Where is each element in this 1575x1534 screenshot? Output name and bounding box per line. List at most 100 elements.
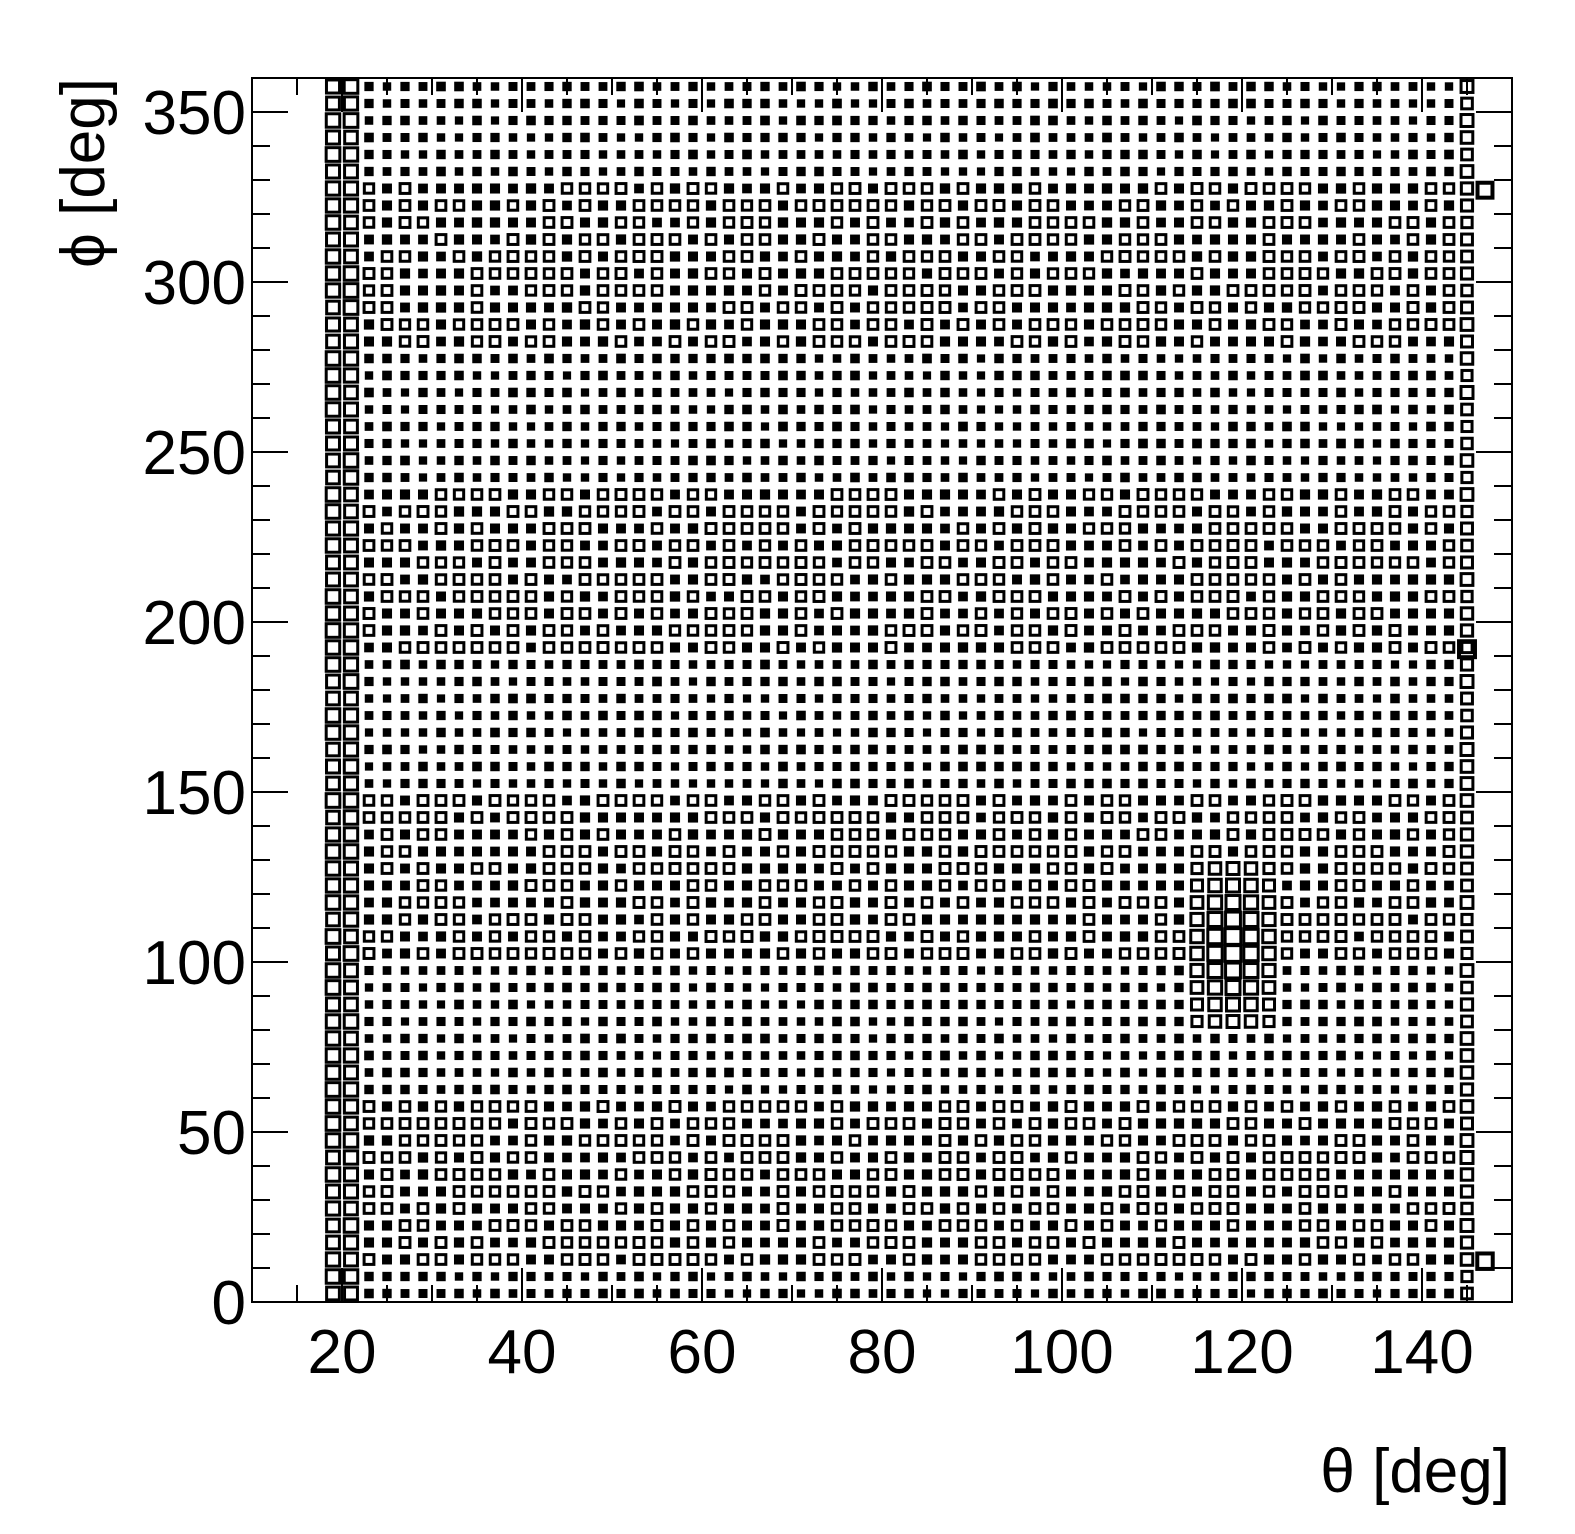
histogram-box bbox=[1120, 404, 1130, 415]
histogram-box bbox=[1225, 1014, 1241, 1029]
histogram-box bbox=[1262, 624, 1276, 637]
histogram-box bbox=[506, 1151, 520, 1164]
histogram-box bbox=[1030, 167, 1040, 176]
histogram-box bbox=[866, 301, 880, 314]
histogram-box bbox=[976, 999, 986, 1010]
histogram-box bbox=[1300, 812, 1310, 823]
histogram-box bbox=[1318, 1288, 1328, 1299]
histogram-box bbox=[814, 1203, 824, 1214]
x-tick-label: 60 bbox=[668, 1318, 737, 1387]
histogram-box bbox=[740, 522, 754, 535]
histogram-box bbox=[1226, 522, 1240, 535]
histogram-box bbox=[1064, 335, 1078, 348]
histogram-box bbox=[488, 539, 502, 552]
histogram-box bbox=[776, 505, 790, 518]
histogram-box bbox=[850, 660, 860, 669]
histogram-box bbox=[1208, 845, 1222, 858]
histogram-box bbox=[904, 1288, 914, 1299]
histogram-box bbox=[922, 745, 932, 754]
histogram-box bbox=[760, 1186, 770, 1197]
histogram-box bbox=[1012, 98, 1022, 109]
histogram-box bbox=[1390, 116, 1400, 125]
histogram-box bbox=[544, 1016, 554, 1027]
histogram-box bbox=[903, 1220, 915, 1231]
histogram-box bbox=[760, 167, 770, 176]
histogram-box bbox=[992, 1168, 1006, 1181]
histogram-box bbox=[867, 285, 879, 296]
histogram-box bbox=[1336, 234, 1346, 245]
histogram-box bbox=[508, 1034, 518, 1043]
histogram-box bbox=[1390, 302, 1400, 313]
histogram-box bbox=[688, 1152, 698, 1163]
histogram-box bbox=[580, 625, 590, 636]
histogram-box bbox=[454, 422, 464, 431]
histogram-box bbox=[724, 779, 734, 788]
histogram-box bbox=[1280, 896, 1294, 909]
histogram-box bbox=[994, 82, 1004, 91]
histogram-box bbox=[1172, 1253, 1186, 1266]
histogram-box bbox=[920, 199, 934, 212]
histogram-box bbox=[634, 404, 644, 415]
histogram-box bbox=[580, 354, 590, 363]
histogram-box bbox=[1407, 1186, 1419, 1197]
histogram-box bbox=[830, 1253, 844, 1266]
histogram-box bbox=[652, 966, 662, 975]
histogram-box bbox=[722, 1185, 736, 1198]
histogram-box bbox=[650, 590, 664, 603]
histogram-box bbox=[434, 1151, 448, 1164]
histogram-box bbox=[1282, 999, 1292, 1010]
histogram-box bbox=[1083, 1101, 1095, 1112]
histogram-box bbox=[1444, 1254, 1454, 1265]
histogram-box bbox=[1029, 268, 1041, 279]
histogram-box bbox=[596, 233, 610, 246]
histogram-box bbox=[1262, 1151, 1276, 1164]
histogram-box bbox=[1228, 354, 1238, 363]
histogram-box bbox=[1030, 1152, 1040, 1163]
histogram-box bbox=[1244, 301, 1258, 314]
histogram-box bbox=[632, 794, 646, 807]
histogram-box bbox=[436, 710, 446, 721]
histogram-box bbox=[1226, 1202, 1240, 1215]
histogram-box bbox=[1262, 861, 1276, 876]
histogram-box bbox=[1280, 1151, 1294, 1164]
histogram-box bbox=[938, 199, 952, 212]
histogram-box bbox=[633, 1186, 645, 1197]
histogram-box bbox=[724, 659, 734, 670]
histogram-box bbox=[382, 710, 392, 721]
histogram-box bbox=[796, 1051, 806, 1060]
histogram-box bbox=[614, 1236, 628, 1249]
histogram-box bbox=[454, 285, 464, 296]
histogram-box bbox=[776, 811, 790, 824]
histogram-box bbox=[1226, 573, 1240, 586]
histogram-box bbox=[1138, 388, 1148, 397]
histogram-box bbox=[1459, 657, 1475, 672]
histogram-box bbox=[579, 1118, 591, 1129]
histogram-box bbox=[363, 557, 375, 568]
histogram-box bbox=[668, 505, 682, 518]
histogram-box bbox=[1282, 166, 1292, 177]
histogram-box bbox=[454, 455, 464, 466]
histogram-box bbox=[758, 896, 772, 909]
histogram-box bbox=[724, 693, 734, 704]
histogram-box bbox=[1174, 1067, 1184, 1078]
histogram-box bbox=[1048, 115, 1058, 126]
histogram-box bbox=[830, 505, 844, 518]
histogram-box bbox=[669, 319, 681, 330]
histogram-box bbox=[381, 557, 393, 568]
histogram-box bbox=[1174, 761, 1184, 772]
histogram-box bbox=[1299, 336, 1311, 347]
histogram-box bbox=[686, 182, 700, 195]
histogram-box bbox=[418, 456, 428, 465]
histogram-box bbox=[1318, 983, 1328, 992]
histogram-box bbox=[832, 761, 842, 772]
histogram-box bbox=[704, 862, 718, 875]
histogram-box bbox=[1262, 216, 1276, 229]
histogram-box bbox=[435, 1186, 447, 1197]
histogram-box bbox=[598, 914, 608, 925]
histogram-box bbox=[758, 1100, 772, 1113]
histogram-box bbox=[1155, 200, 1167, 211]
histogram-box bbox=[1263, 1254, 1275, 1265]
histogram-box bbox=[778, 897, 788, 908]
histogram-box bbox=[1264, 472, 1274, 483]
histogram-box bbox=[868, 336, 878, 347]
